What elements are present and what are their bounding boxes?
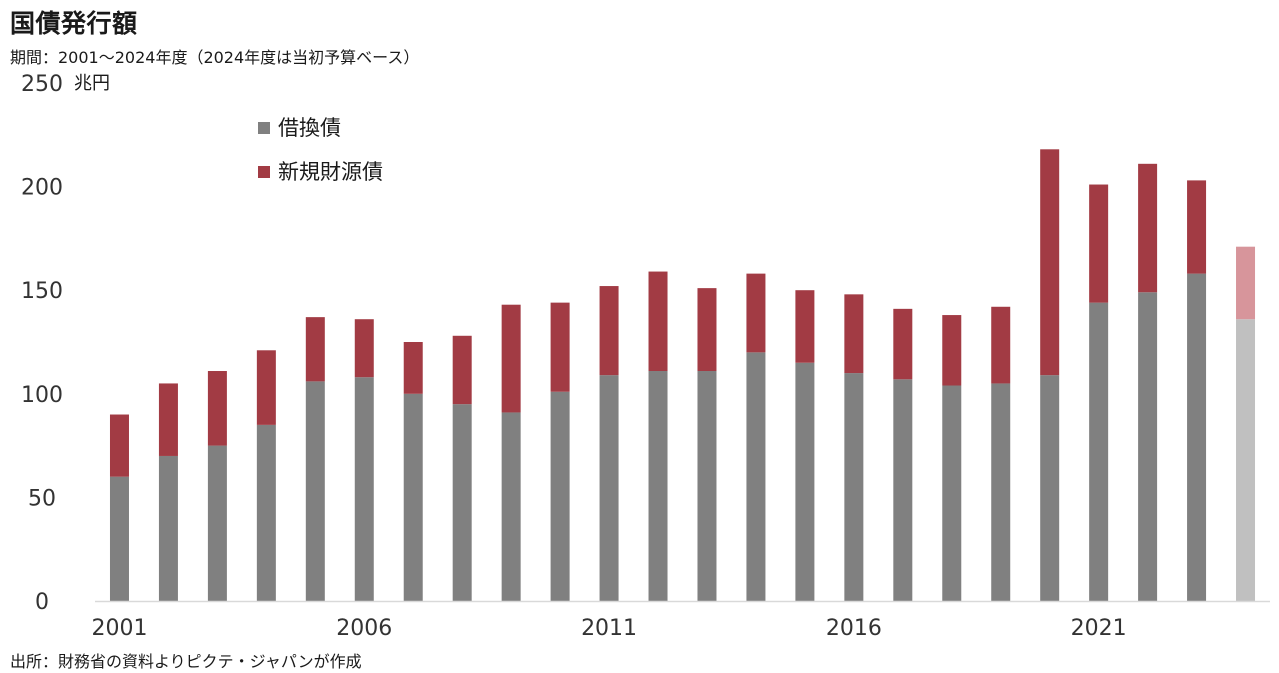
bar-refunding-2011 xyxy=(599,375,619,601)
y-tick-label: 250 xyxy=(21,72,63,97)
bar-refunding-2007 xyxy=(403,393,423,601)
bar-refunding-2008 xyxy=(452,404,472,601)
bar-refunding-2015 xyxy=(795,362,815,601)
bar-new-financing-2022 xyxy=(1138,163,1158,293)
bar-refunding-2002 xyxy=(158,455,178,601)
bar-new-financing-2018 xyxy=(942,315,962,386)
bar-new-financing-2007 xyxy=(403,342,423,394)
bar-refunding-2005 xyxy=(305,381,325,601)
bar-refunding-2010 xyxy=(550,391,570,601)
bar-new-financing-2004 xyxy=(256,350,276,425)
bar-new-financing-2011 xyxy=(599,286,619,376)
bar-refunding-2016 xyxy=(844,373,864,601)
x-tick-label: 2001 xyxy=(91,616,147,641)
chart-title: 国債発行額 xyxy=(10,9,138,38)
bar-refunding-2001 xyxy=(109,476,129,601)
bar-new-financing-2019 xyxy=(991,306,1011,384)
bar-new-financing-2001 xyxy=(109,414,129,477)
bar-new-financing-2021 xyxy=(1089,184,1109,303)
bar-refunding-2019 xyxy=(991,383,1011,601)
bar-new-financing-2014 xyxy=(746,273,766,353)
bar-new-financing-2016 xyxy=(844,294,864,374)
bar-refunding-2006 xyxy=(354,377,374,601)
x-axis-ticks: 2001 2006 2011 2016 2021 xyxy=(91,616,1126,641)
bar-refunding-2003 xyxy=(207,445,227,601)
y-tick-label: 150 xyxy=(21,279,63,304)
bar-new-financing-2015 xyxy=(795,290,815,363)
bar-new-financing-2009 xyxy=(501,304,521,413)
bar-refunding-2013 xyxy=(697,371,717,601)
source-note: 出所：財務省の資料よりピクテ・ジャパンが作成 xyxy=(10,652,362,671)
legend-label: 新規財源債 xyxy=(278,160,383,184)
bar-refunding-2020 xyxy=(1040,375,1060,601)
bar-new-financing-2024 xyxy=(1236,246,1256,320)
bar-refunding-2017 xyxy=(893,379,913,601)
bar-new-financing-2023 xyxy=(1187,180,1207,274)
x-tick-label: 2011 xyxy=(581,616,637,641)
legend-swatch xyxy=(258,122,270,134)
x-tick-label: 2006 xyxy=(336,616,392,641)
bar-new-financing-2012 xyxy=(648,271,668,372)
bar-refunding-2014 xyxy=(746,352,766,601)
y-axis-ticks: 0 50 100 150 200 250 xyxy=(21,72,63,615)
bar-refunding-2023 xyxy=(1187,273,1207,601)
bar-new-financing-2003 xyxy=(207,371,227,446)
y-axis-unit: 兆円 xyxy=(74,73,110,94)
bar-refunding-2012 xyxy=(648,371,668,601)
bar-refunding-2021 xyxy=(1089,302,1109,601)
bar-new-financing-2010 xyxy=(550,302,570,392)
bar-refunding-2009 xyxy=(501,412,521,601)
bar-new-financing-2008 xyxy=(452,335,472,405)
chart-subtitle: 期間：2001～2024年度（2024年度は当初予算ベース） xyxy=(10,48,420,67)
x-tick-label: 2016 xyxy=(826,616,882,641)
bar-refunding-2018 xyxy=(942,385,962,601)
bar-new-financing-2013 xyxy=(697,288,717,372)
y-tick-label: 100 xyxy=(21,383,63,408)
y-tick-label: 50 xyxy=(28,486,56,511)
x-tick-label: 2021 xyxy=(1071,616,1127,641)
bar-refunding-2024 xyxy=(1236,319,1256,601)
bar-refunding-2022 xyxy=(1138,292,1158,601)
bars xyxy=(109,149,1256,601)
bar-new-financing-2006 xyxy=(354,319,374,378)
y-tick-label: 0 xyxy=(35,590,49,615)
bar-refunding-2004 xyxy=(256,424,276,601)
bar-new-financing-2002 xyxy=(158,383,178,456)
bar-new-financing-2020 xyxy=(1040,149,1060,376)
bar-new-financing-2017 xyxy=(893,308,913,380)
legend-swatch xyxy=(258,166,270,178)
y-tick-label: 200 xyxy=(21,176,63,201)
legend-label: 借換債 xyxy=(278,116,341,140)
bar-new-financing-2005 xyxy=(305,317,325,382)
